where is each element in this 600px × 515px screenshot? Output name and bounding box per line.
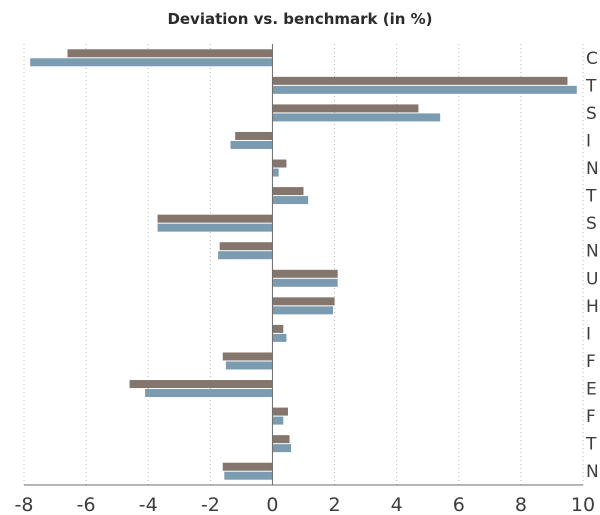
x-tick-label: 4 <box>391 494 403 515</box>
bar-series-1-12 <box>222 352 273 361</box>
category-label: I <box>586 131 591 151</box>
category-label: I <box>586 324 591 344</box>
bar-series-1-7 <box>157 214 273 223</box>
bar-series-2-8 <box>218 251 273 260</box>
bar-series-2-11 <box>272 333 287 342</box>
x-tick-label: 8 <box>515 494 527 515</box>
bar-series-2-5 <box>272 168 279 177</box>
bar-series-1-5 <box>272 159 287 168</box>
axes <box>24 44 583 486</box>
bar-series-1-14 <box>272 407 288 416</box>
bar-series-2-1 <box>30 58 273 67</box>
bar-series-1-4 <box>235 131 273 140</box>
x-tick-label: -4 <box>139 494 158 515</box>
bar-series-1-10 <box>272 297 335 306</box>
bar-series-2-3 <box>272 113 441 122</box>
category-label: C <box>586 49 598 69</box>
bar-series-2-6 <box>272 196 309 205</box>
bars <box>30 49 577 480</box>
x-tick-label: -6 <box>77 494 96 515</box>
category-label: F <box>586 407 596 427</box>
x-tick-labels: -8 -6 -4 -2 0 2 4 6 8 10 <box>15 494 596 515</box>
x-tick-label: 2 <box>329 494 341 515</box>
category-label: F <box>586 352 596 372</box>
bar-series-2-7 <box>157 223 273 232</box>
x-tick-label: 6 <box>453 494 465 515</box>
category-label: H <box>586 297 599 317</box>
bar-series-2-15 <box>272 444 292 453</box>
category-label: S <box>586 214 597 234</box>
category-label: N <box>586 242 599 262</box>
bar-series-2-2 <box>272 85 577 94</box>
category-label: T <box>585 435 597 455</box>
bar-series-1-16 <box>222 462 273 471</box>
category-label: T <box>585 76 597 96</box>
bar-series-1-3 <box>272 104 419 113</box>
x-tick-label: 0 <box>266 494 278 515</box>
bar-series-1-8 <box>219 242 273 251</box>
bar-series-2-10 <box>272 306 334 315</box>
bar-series-1-11 <box>272 324 284 333</box>
category-label: T <box>585 187 597 207</box>
bar-series-1-9 <box>272 269 338 278</box>
x-tick-label: -2 <box>201 494 220 515</box>
bar-series-1-15 <box>272 435 290 444</box>
category-label: S <box>586 104 597 124</box>
category-label: E <box>586 380 597 400</box>
bar-series-2-4 <box>230 140 273 149</box>
bar-series-2-12 <box>225 361 273 370</box>
bar-series-2-14 <box>272 416 284 425</box>
bar-series-1-2 <box>272 76 568 85</box>
category-label: U <box>586 269 598 289</box>
category-label: N <box>586 462 599 482</box>
bar-series-1-6 <box>272 187 304 196</box>
bar-series-2-9 <box>272 278 338 287</box>
bar-series-2-16 <box>224 471 273 480</box>
bar-series-1-13 <box>129 380 273 389</box>
category-label: N <box>586 159 599 179</box>
grid <box>23 44 584 485</box>
bar-series-1-1 <box>67 49 273 58</box>
x-tick-label: -8 <box>15 494 34 515</box>
bar-series-2-13 <box>145 389 273 398</box>
x-tick-label: 10 <box>571 494 595 515</box>
chart-title: Deviation vs. benchmark (in %) <box>167 10 433 28</box>
